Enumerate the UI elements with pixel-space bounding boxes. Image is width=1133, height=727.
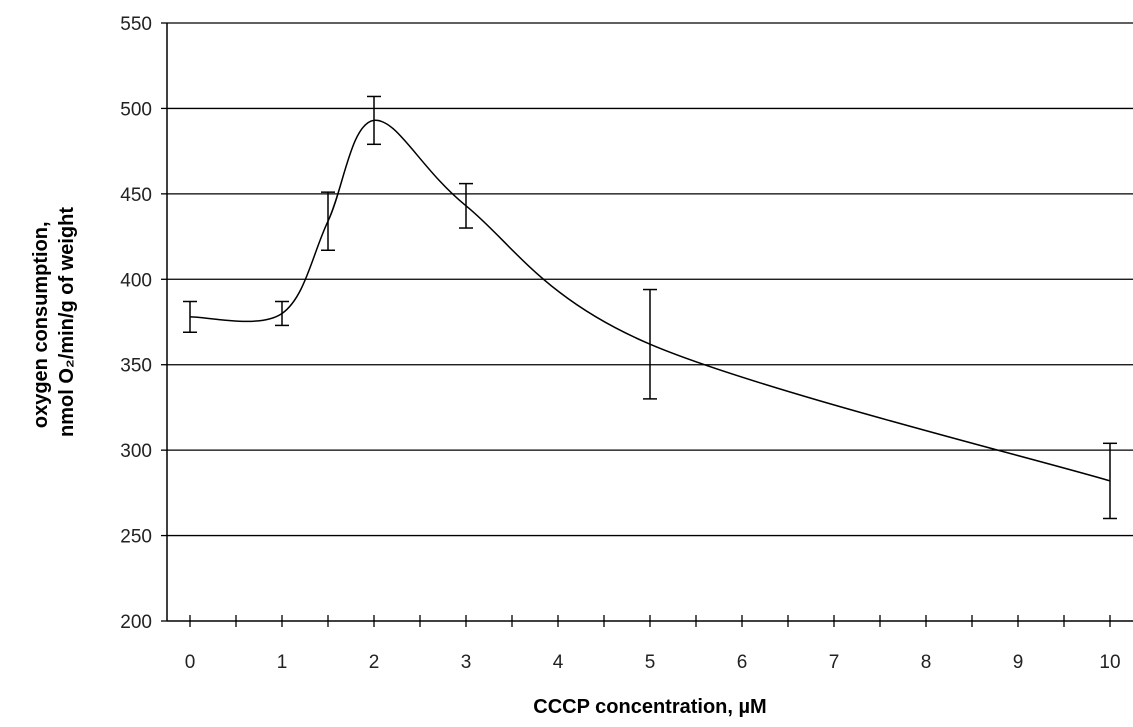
x-tick-label: 1 [277,652,288,673]
y-axis-title-line-1: oxygen consumption, [30,221,52,428]
grid-lines [167,22,1133,537]
x-tick-label: 8 [921,652,932,673]
error-bar [367,95,381,146]
x-tick-label: 6 [737,652,748,673]
x-tick-label: 4 [553,652,564,673]
error-bar [1103,442,1117,520]
y-tick-label: 550 [120,14,152,35]
x-tick-label: 7 [829,652,840,673]
y-axis-title: oxygen consumption, nmol O₂/min/g of wei… [30,207,78,437]
y-tick-label: 250 [120,527,152,548]
x-tick-label: 0 [185,652,196,673]
error-bar [275,300,289,327]
error-bar [321,191,335,251]
y-tick-label: 500 [120,99,152,120]
x-tick-label: 9 [1013,652,1024,673]
tick-labels: 200 250 300 350 400 450 500 550 0 1 2 3 4 5 6 7 8 9 10 [120,14,1120,673]
x-tick-label: 10 [1099,652,1120,673]
y-tick-label: 400 [120,270,152,291]
y-tick-label: 300 [120,441,152,462]
error-bar [643,288,657,400]
x-axis-title: CCCP concentration, µM [533,696,766,718]
y-axis-title-line-2: nmol O₂/min/g of weight [56,207,78,437]
x-tick-label: 3 [461,652,472,673]
y-tick-label: 350 [120,356,152,377]
series-layer [189,119,1111,482]
error-bar [183,300,197,334]
error-bar [459,182,473,229]
series-line-0 [189,119,1111,482]
axes [161,22,1133,627]
x-tick-label: 2 [369,652,380,673]
y-tick-label: 450 [120,185,152,206]
x-tick-label: 5 [645,652,656,673]
y-tick-label: 200 [120,612,152,633]
error-bars [183,95,1117,520]
